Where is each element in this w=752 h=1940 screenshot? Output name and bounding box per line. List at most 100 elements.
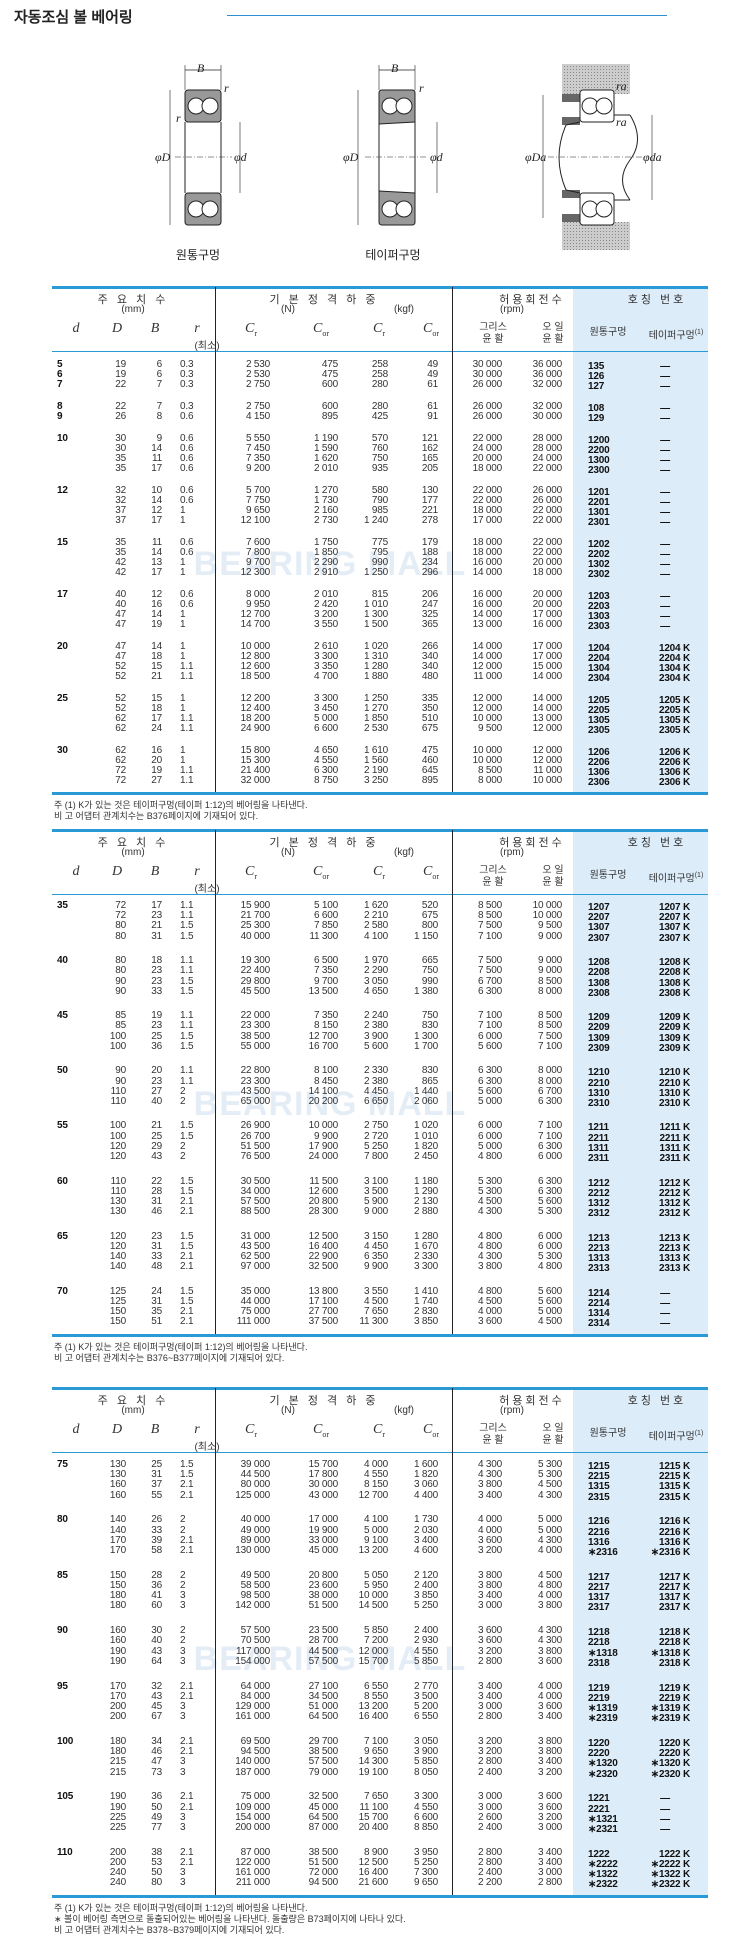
tapered-designation-cell: — [660,1308,670,1320]
cor-n-cell: 7 350 [313,965,338,977]
cor-n-cell: 79 000 [308,1766,339,1778]
width-B-cell: 36 [151,1040,162,1052]
chamfer-r-cell: 1.5 [180,1240,194,1252]
grease-speed-cell: 18 000 [472,537,503,548]
chamfer-r-cell: 0.3 [180,359,194,370]
header-limiting-speed: 허용회전수 [499,294,565,306]
cor-n-cell: 895 [321,411,338,422]
chamfer-r-cell: 1.5 [180,975,194,987]
cylindrical-designation-cell: ∗2322 [588,1879,618,1891]
cylindrical-designation-cell: 1220 [588,1738,610,1749]
cor-n-cell: 34 500 [308,1690,339,1702]
cor-n-cell: 2 730 [313,515,338,526]
cr-kgf-cell: 7 650 [363,1306,388,1318]
width-B-cell: 23 [151,910,162,922]
cr-kgf-cell: 425 [371,411,388,422]
cr-kgf-cell: 258 [371,369,388,380]
cr-kgf-cell: 2 750 [363,1120,388,1132]
bore-D-cell: 52 [115,693,126,704]
oil-speed-cell: 13 000 [532,713,563,724]
chamfer-r-cell: 0.6 [180,433,194,444]
cor-n-cell: 600 [321,379,338,390]
cor-kgf-cell: 2 770 [413,1680,438,1692]
cor-kgf-cell: 3 060 [413,1479,438,1491]
cylindrical-designation-cell: 1221 [588,1793,610,1805]
cor-n-cell: 2 610 [313,641,338,652]
width-B-cell: 16 [151,599,162,610]
cr-n-cell: 7 750 [245,495,270,506]
label-r: r [419,81,424,95]
cr-kgf-cell: 12 700 [358,1489,389,1501]
cylindrical-designation-cell: 2211 [588,1132,609,1144]
cor-n-cell: 3 300 [313,651,338,662]
cylindrical-designation-cell: 1222 [588,1848,610,1860]
tapered-designation-cell: — [660,621,670,632]
grease-speed-cell: 3 800 [477,1479,502,1491]
cr-kgf-cell: 1 240 [363,515,388,526]
cr-n-cell: 15 800 [240,745,271,756]
grease-speed-cell: 4 300 [477,1206,502,1218]
oil-speed-cell: 4 500 [537,1316,562,1328]
tapered-designation-cell: 2312 K [658,1208,690,1220]
cor-kgf-cell: 340 [421,651,438,662]
cor-kgf-cell: 675 [421,723,438,734]
cylindrical-designation-cell: 1307 [588,922,610,934]
cor-n-cell: 15 700 [308,1459,339,1470]
oil-speed-cell: 3 600 [537,1655,562,1667]
cr-kgf-cell: 1 610 [363,745,388,756]
header-r: r [194,1422,200,1437]
cr-kgf-cell: 8 900 [363,1846,388,1858]
cylindrical-designation-cell: 1304 [588,663,610,674]
cylindrical-designation-cell: ∗2319 [588,1713,618,1725]
tapered-designation-cell: — [660,361,670,372]
cor-kgf-cell: 49 [427,359,438,370]
cor-n-cell: 1 270 [313,485,338,496]
cor-kgf-cell: 4 550 [413,1801,438,1813]
d-cell: 50 [57,1065,68,1077]
table-top-rule [52,1387,708,1390]
cr-n-cell: 87 000 [240,1846,271,1858]
cor-kgf-cell: 121 [421,433,438,444]
cor-n-cell: 2 010 [313,463,338,474]
header-limiting-speed: 허용회전수 [499,837,565,849]
chamfer-r-cell: 2 [180,1524,186,1536]
width-B-cell: 22 [151,1175,162,1187]
width-B-cell: 21 [151,1120,162,1132]
cylindrical-designation-cell: 1313 [588,1253,610,1264]
column-divider [215,1388,216,1895]
cr-n-cell: 7 450 [245,443,270,454]
grease-speed-cell: 16 000 [472,557,503,568]
header-bottom-rule [52,894,708,895]
footnote-marker: (1) [694,329,704,336]
bore-D-cell: 22 [115,379,126,390]
chamfer-r-cell: 2 [180,1514,186,1526]
cor-n-cell: 32 500 [308,1791,339,1803]
cor-n-cell: 57 500 [308,1655,339,1667]
cylindrical-designation-cell: 1204 [588,643,610,654]
grease-speed-cell: 5 300 [477,1185,502,1197]
cylindrical-designation-cell: 2303 [588,621,610,632]
chamfer-r-cell: 2.1 [180,1857,194,1868]
oil-speed-cell: 4 300 [537,1635,562,1647]
tapered-designation-cell: ∗2320 K [650,1768,690,1780]
cylindrical-designation-cell: 126 [588,371,605,382]
cor-n-cell: 9 700 [313,975,338,987]
chamfer-r-cell: 3 [180,1756,186,1768]
label-r: r [176,111,181,125]
tapered-designation-cell: 1317 K [658,1592,690,1604]
oil-speed-cell: 3 600 [537,1801,562,1813]
oil-speed-cell: 32 000 [532,401,563,412]
cylindrical-designation-cell: 127 [588,381,605,392]
cor-kgf-cell: 1 740 [413,1295,438,1307]
tapered-designation-cell: — [660,435,670,446]
header-d: d [72,321,80,336]
cr-kgf-cell: 2 380 [363,1075,388,1087]
tapered-designation-cell: — [660,539,670,550]
grease-speed-cell: 18 000 [472,547,503,558]
cor-n-cell: 29 700 [308,1736,339,1747]
cr-n-cell: 98 500 [240,1590,271,1602]
header-oil: 오 일 [542,865,564,876]
cor-n-cell: 37 500 [308,1316,339,1328]
cor-kgf-cell: 1 670 [413,1240,438,1252]
oil-speed-cell: 5 600 [537,1195,562,1207]
